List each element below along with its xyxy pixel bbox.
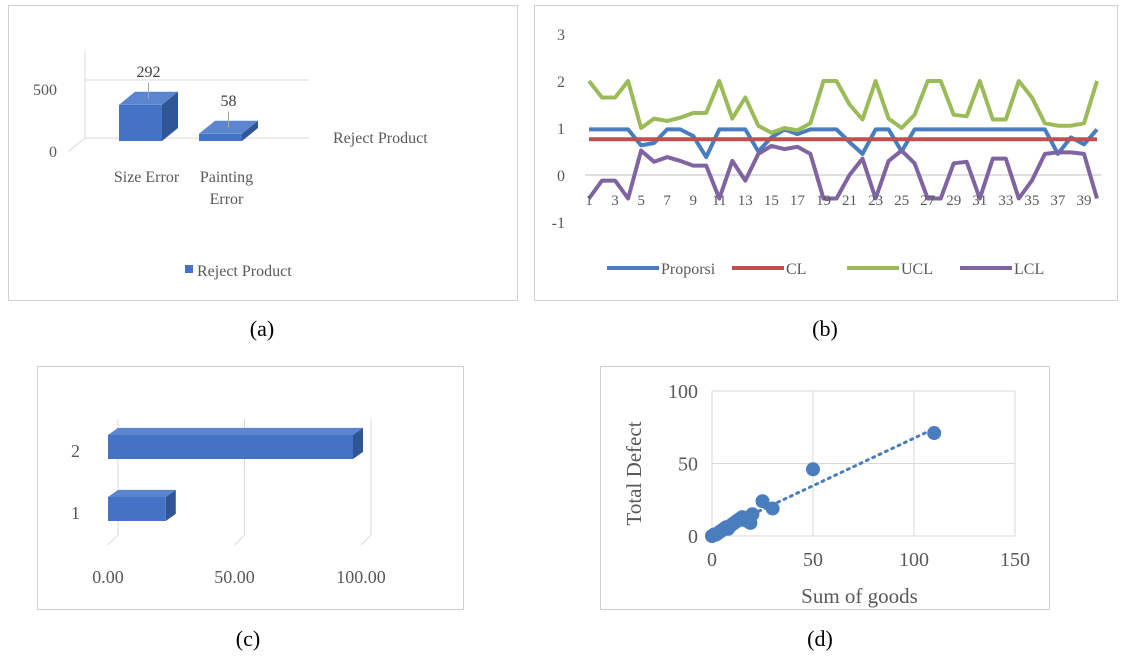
chart-b-legend-label: UCL: [901, 261, 933, 278]
chart-b-xtick-label: 37: [1050, 193, 1066, 209]
chart-a-ytick-label: 0: [49, 144, 57, 161]
chart-d-xtick-label: 100: [899, 549, 929, 571]
chart-c-bar: [108, 497, 166, 521]
chart-a-svg: 0 500 292 Size Error 58 Painting Error Reject P…: [33, 51, 428, 280]
chart-b-xtick-label: 21: [842, 193, 857, 209]
chart-a-category-label: Size Error: [114, 169, 180, 186]
chart-d-ytick-label: 100: [668, 381, 698, 403]
chart-b-xtick-label: 25: [894, 193, 909, 209]
chart-c-grid-foot: [234, 534, 245, 546]
chart-c-svg: 0.00 50.00 100.00 1 2: [71, 419, 386, 587]
chart-a-data-label: 58: [221, 93, 237, 110]
chart-b-ytick-label: 0: [557, 168, 565, 185]
caption-d: (d): [807, 626, 833, 651]
chart-b-series-line-lcl: [587, 143, 1099, 201]
chart-b-series-line-proporsi: [589, 127, 1099, 160]
chart-b-series-line-ucl: [587, 79, 1099, 135]
chart-b-xtick-label: 15: [764, 193, 779, 209]
chart-a-bar: [119, 104, 162, 141]
chart-b-xtick-label: 3: [611, 193, 619, 209]
chart-b-xtick-label: 7: [663, 193, 671, 209]
chart-b-xtick-label: 17: [790, 193, 806, 209]
chart-b-xtick-label: 11: [712, 193, 726, 209]
chart-d-point: [745, 507, 760, 522]
chart-b-legend-label: LCL: [1014, 261, 1044, 278]
chart-b-ytick-label: 1: [557, 121, 565, 138]
chart-d-point: [806, 462, 820, 477]
chart-c-grid-foot: [360, 534, 372, 546]
chart-a-legend-swatch: [185, 265, 193, 273]
chart-b-ytick-label: 2: [557, 74, 565, 91]
chart-d-ylabel: Total Defect: [622, 421, 646, 525]
chart-a-bar-side: [162, 91, 178, 141]
chart-b-xtick-label: 33: [998, 193, 1013, 209]
chart-a-ytick-label: 500: [33, 82, 57, 99]
chart-b-xtick-label: 27: [920, 193, 936, 209]
chart-d-xtick-label: 50: [803, 549, 823, 571]
chart-b-legend-label: CL: [786, 261, 806, 278]
chart-b-legend-label: Proporsi: [661, 261, 716, 278]
chart-d-point: [765, 501, 780, 516]
chart-c-category-label: 1: [71, 503, 80, 523]
chart-a-bar: [199, 133, 242, 141]
chart-b-xtick-label: 9: [689, 193, 697, 209]
chart-a-depth-axis-label: Reject Product: [333, 130, 428, 147]
chart-b-xtick-label: 31: [972, 193, 987, 209]
chart-a-panel: 0 500 292 Size Error 58 Painting Error Reject P…: [8, 5, 518, 301]
chart-d-xtick-label: 150: [1000, 549, 1030, 571]
chart-b-xtick-label: 35: [1024, 193, 1039, 209]
chart-c-grid-foot: [107, 534, 119, 546]
chart-b-xtick-label: 1: [585, 193, 593, 209]
chart-b-xtick-label: 29: [946, 193, 961, 209]
chart-b-xtick-label: 39: [1076, 193, 1091, 209]
chart-d-xlabel: Sum of goods: [801, 584, 918, 608]
chart-a-data-label: 292: [137, 64, 161, 81]
chart-b-xtick-label: 23: [868, 193, 883, 209]
chart-b-xtick-label: 5: [637, 193, 645, 209]
chart-d-ytick-label: 0: [688, 526, 698, 548]
chart-d-xtick-label: 0: [707, 549, 717, 571]
chart-c-bar: [108, 435, 353, 459]
chart-c-bar-top: [108, 427, 363, 435]
chart-b-ytick-label: -1: [552, 215, 565, 232]
chart-c-xtick-label: 100.00: [336, 567, 386, 587]
caption-c: (c): [235, 626, 261, 651]
chart-d-panel: 0 50 100 150 0 50 100 Sum of goods Total Defect: [600, 366, 1050, 610]
chart-b-panel: -1 0 1 2 3 1 3 5 7 9 11 13 15 17 19 21 23 25 27 29 31 33 35 37 3…: [534, 5, 1118, 301]
chart-a-category-label: Error: [210, 191, 244, 208]
chart-a-legend-label: Reject Product: [197, 263, 292, 280]
chart-d-ytick-label: 50: [678, 454, 698, 476]
chart-b-xtick-label: 13: [738, 193, 753, 209]
chart-d-trendline: [750, 427, 936, 516]
chart-d-svg: 0 50 100 150 0 50 100 Sum of goods Total Defect: [622, 381, 1030, 608]
caption-b: (b): [812, 316, 838, 341]
caption-a: (a): [249, 316, 275, 341]
chart-b-ytick-label: 3: [557, 27, 565, 44]
chart-c-xtick-label: 0.00: [92, 567, 124, 587]
chart-c-bar-top: [108, 489, 176, 497]
chart-a-wall-line: [68, 51, 86, 152]
chart-c-panel: 0.00 50.00 100.00 1 2: [37, 366, 464, 610]
chart-c-bar-side: [353, 427, 363, 459]
chart-c-bar-side: [165, 489, 176, 521]
chart-a-category-label: Painting: [200, 169, 253, 186]
chart-c-category-label: 2: [71, 441, 80, 461]
chart-d-point: [927, 426, 942, 441]
chart-d-point: [755, 494, 770, 509]
chart-a-bar-side: [242, 120, 258, 141]
chart-c-xtick-label: 50.00: [214, 567, 255, 587]
chart-b-xtick-label: 19: [816, 193, 831, 209]
